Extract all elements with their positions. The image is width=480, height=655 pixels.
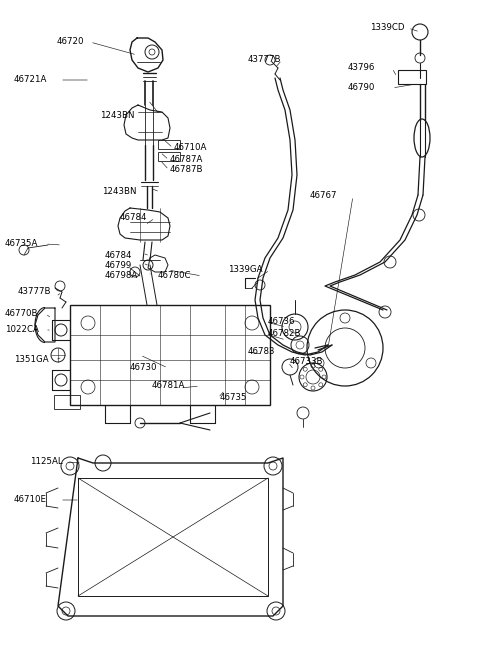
Text: 46790: 46790	[348, 83, 375, 92]
Text: 46782B: 46782B	[268, 329, 301, 339]
Text: 46710A: 46710A	[174, 143, 207, 153]
Text: 1125AL: 1125AL	[30, 457, 62, 466]
Text: 46767: 46767	[310, 191, 337, 200]
Text: 46770B: 46770B	[5, 310, 38, 318]
Text: 43777B: 43777B	[18, 288, 51, 297]
Bar	[78, 478, 268, 596]
Text: 1243BN: 1243BN	[100, 111, 134, 119]
Text: 46798A: 46798A	[105, 272, 138, 280]
Text: 1351GA: 1351GA	[14, 356, 48, 364]
Bar	[70, 305, 270, 405]
Text: 1339CD: 1339CD	[370, 24, 405, 33]
Text: 46784: 46784	[120, 214, 147, 223]
Text: 46733B: 46733B	[290, 358, 324, 367]
Text: 46783: 46783	[248, 348, 276, 356]
Text: 46735A: 46735A	[5, 240, 38, 248]
Text: 46787B: 46787B	[170, 166, 204, 174]
Bar	[398, 70, 426, 84]
Text: 46787A: 46787A	[170, 155, 204, 164]
Bar	[158, 140, 180, 149]
Bar	[54, 395, 80, 409]
Text: 46780C: 46780C	[158, 272, 192, 280]
Text: 46730: 46730	[130, 364, 157, 373]
Text: 1022CA: 1022CA	[5, 326, 39, 335]
Text: 43777B: 43777B	[248, 56, 281, 64]
Text: 1243BN: 1243BN	[102, 187, 136, 196]
Text: 46781A: 46781A	[152, 381, 185, 390]
Text: 1339GA: 1339GA	[228, 265, 263, 274]
Text: 46721A: 46721A	[14, 75, 48, 84]
Text: 46736: 46736	[268, 318, 296, 326]
Text: 46720: 46720	[57, 37, 84, 47]
Text: 46784: 46784	[105, 252, 132, 261]
Text: 46799: 46799	[105, 261, 132, 271]
Bar	[158, 152, 180, 161]
Text: 46710E: 46710E	[14, 495, 47, 504]
Text: 43796: 43796	[348, 64, 375, 73]
Text: 46735: 46735	[220, 394, 248, 403]
